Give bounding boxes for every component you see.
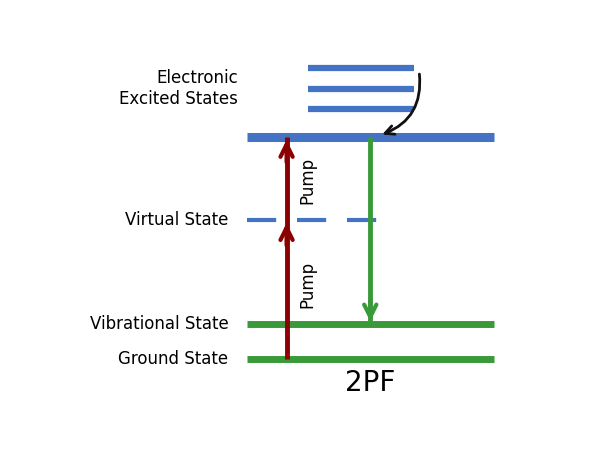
FancyArrowPatch shape <box>385 74 420 134</box>
Text: Virtual State: Virtual State <box>125 212 229 230</box>
Text: 2PF: 2PF <box>345 369 395 397</box>
Text: Pump: Pump <box>299 261 317 308</box>
Text: Ground State: Ground State <box>118 350 229 368</box>
Text: Pump: Pump <box>299 157 317 204</box>
Text: Vibrational State: Vibrational State <box>90 315 229 333</box>
Text: Electronic
Excited States: Electronic Excited States <box>119 69 238 108</box>
